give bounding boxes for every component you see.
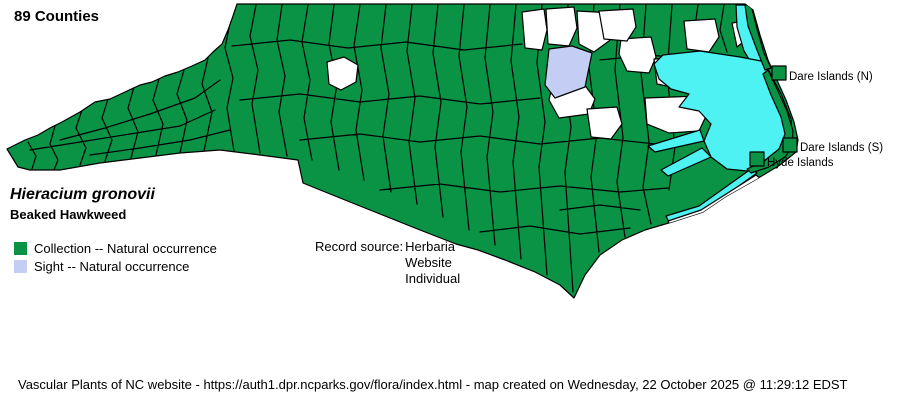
island-markers[interactable] [749, 65, 798, 167]
hyde-islands-label: Hyde Islands [767, 157, 834, 169]
barrier-islands-north [744, 4, 794, 174]
species-block: Hieracium gronovii Beaked Hawkweed [10, 186, 155, 222]
legend-item-sight: Sight -- Natural occurrence [14, 257, 217, 275]
record-source-value: Website [405, 255, 452, 270]
map-root: Dare Islands (N) Dare Islands (S) Hyde I… [6, 3, 883, 299]
dare-islands-s-marker[interactable] [782, 137, 798, 153]
legend-collection-label: Collection -- Natural occurrence [34, 240, 217, 256]
sight-county [544, 45, 593, 99]
record-source-value: Individual [405, 271, 461, 286]
neuse-river [660, 147, 712, 177]
legend-item-collection: Collection -- Natural occurrence [14, 239, 217, 257]
record-source: Record source: Herbaria Website Individu… [315, 239, 460, 287]
sight-swatch [14, 259, 27, 273]
legend-sight-label: Sight -- Natural occurrence [34, 258, 190, 274]
island-labels-group: Dare Islands (N) Dare Islands (S) Hyde I… [767, 71, 883, 169]
dare-islands-n-label: Dare Islands (N) [789, 71, 873, 83]
record-source-values: Herbaria Website Individual [405, 239, 460, 287]
state-outline [6, 3, 799, 299]
collection-swatch [14, 241, 27, 255]
dare-islands-n-marker[interactable] [771, 65, 787, 81]
page-title: 89 Counties [14, 8, 100, 25]
pamlico-river [647, 129, 705, 153]
scientific-name: Hieracium gronovii [10, 186, 155, 203]
collection-counties [6, 3, 799, 299]
footer-attribution: Vascular Plants of NC website - https://… [18, 377, 848, 392]
common-name: Beaked Hawkweed [10, 207, 127, 222]
record-source-label: Record source: [315, 239, 404, 254]
map-legend: Collection -- Natural occurrence Sight -… [14, 239, 217, 275]
water-sounds [647, 4, 793, 223]
dare-islands-s-label: Dare Islands (S) [800, 142, 883, 154]
record-source-value: Herbaria [405, 239, 456, 254]
hyde-islands-marker[interactable] [749, 151, 765, 167]
